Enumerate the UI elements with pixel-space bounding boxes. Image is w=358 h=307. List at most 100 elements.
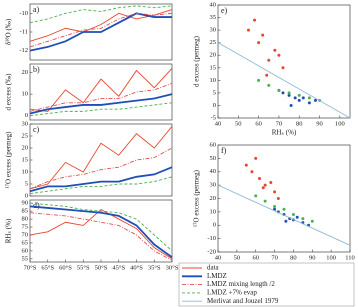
series-line xyxy=(217,42,351,119)
series-line xyxy=(29,202,173,252)
y-tick-label: 0 xyxy=(213,222,216,229)
data-point xyxy=(281,66,285,70)
data-point xyxy=(257,78,261,82)
y-tick-label: 50 xyxy=(210,155,217,162)
x-tick-label: 100 xyxy=(326,254,336,261)
y-tick-label: 10 xyxy=(210,208,217,215)
y-tick-label: 70 xyxy=(22,231,29,238)
legend-box xyxy=(178,262,355,307)
legend-label: Merlivat and Jouzel 1979 xyxy=(207,297,279,305)
x-tick-label: 65°S xyxy=(41,264,54,271)
y-tick-label: 60 xyxy=(210,141,217,148)
y-tick-label: -20 xyxy=(207,248,216,255)
series-line xyxy=(217,184,351,246)
y-tick-label: 20 xyxy=(22,69,29,76)
panel-label: f) xyxy=(221,146,227,155)
y-axis-label: d excess (permeg) xyxy=(193,35,201,87)
y-tick-label: 85 xyxy=(22,208,29,215)
data-point xyxy=(307,96,311,100)
series-line xyxy=(29,12,173,48)
data-point xyxy=(257,176,261,180)
data-point xyxy=(261,33,265,37)
panel-label: c) xyxy=(33,125,40,134)
series-line xyxy=(29,68,173,112)
data-point xyxy=(273,207,277,211)
series-line xyxy=(29,5,173,24)
y-tick-label: -10 xyxy=(19,10,28,17)
y-tick-label: 10 xyxy=(210,77,217,84)
series-line xyxy=(29,102,173,117)
x-tick-label: 70 xyxy=(276,120,283,127)
panel-label: d) xyxy=(33,201,40,210)
y-tick-label: 75 xyxy=(22,224,29,231)
y-tick-label: -12 xyxy=(19,47,28,54)
x-tick-label: 60°S xyxy=(59,264,72,271)
legend-label: LMDZ mixing length /2 xyxy=(207,280,275,288)
x-tick-label: 30°S xyxy=(166,264,179,271)
series-line xyxy=(29,166,173,193)
y-tick-label: 20 xyxy=(210,195,217,202)
y-tick-label: 35 xyxy=(210,14,217,21)
data-point xyxy=(291,213,295,217)
y-tick-label: 0 xyxy=(25,112,28,119)
data-point xyxy=(301,217,305,221)
panel-label: b) xyxy=(33,65,40,74)
x-axis-label: RHₛ (%) xyxy=(272,129,297,137)
y-tick-label: 15 xyxy=(22,156,29,163)
y-tick-label: 10 xyxy=(22,91,29,98)
series-line xyxy=(29,9,173,42)
series-line xyxy=(29,208,173,260)
series-line xyxy=(29,12,172,52)
y-tick-label: 30 xyxy=(210,27,217,34)
y-tick-label: 25 xyxy=(210,39,217,46)
x-tick-label: 80 xyxy=(290,254,297,261)
y-tick-label: 55 xyxy=(22,255,29,262)
data-point xyxy=(267,58,271,62)
x-tick-label: 100 xyxy=(335,120,345,127)
data-point xyxy=(244,163,248,167)
data-point xyxy=(277,88,281,92)
data-point xyxy=(282,207,286,211)
x-tick-label: 90 xyxy=(316,120,323,127)
data-point xyxy=(287,91,291,95)
series-line xyxy=(29,212,173,261)
data-point xyxy=(281,91,285,95)
data-point xyxy=(257,41,261,45)
y-tick-label: 5 xyxy=(25,180,28,187)
panel-frame xyxy=(29,123,173,197)
data-point xyxy=(277,53,281,57)
x-tick-label: 50°S xyxy=(95,264,108,271)
data-point xyxy=(273,190,277,194)
data-point xyxy=(267,83,271,87)
y-tick-label: 30 xyxy=(210,182,217,189)
data-point xyxy=(250,170,254,174)
x-tick-label: 50 xyxy=(235,120,242,127)
data-point xyxy=(254,156,258,160)
series-line xyxy=(29,205,173,258)
x-tick-label: 70°S xyxy=(24,264,37,271)
x-tick-label: 60 xyxy=(252,254,259,261)
x-tick-label: 50 xyxy=(234,254,241,261)
x-tick-label: 60 xyxy=(255,120,262,127)
x-tick-label: 70 xyxy=(271,254,278,261)
y-tick-label: -11 xyxy=(20,28,28,35)
y-tick-label: 5 xyxy=(213,89,216,96)
y-tick-label: 30 xyxy=(22,120,29,127)
x-tick-label: 90 xyxy=(309,254,316,261)
y-tick-label: 0 xyxy=(213,102,216,109)
x-tick-label: 55°S xyxy=(77,264,90,271)
x-tick-label: 40 xyxy=(215,254,222,261)
data-point xyxy=(310,219,314,223)
y-axis-label: δ¹⁸O (‰) xyxy=(5,18,13,45)
legend-label: LMDZ xyxy=(207,272,227,280)
panel-label: a) xyxy=(33,5,40,14)
data-point xyxy=(295,215,299,219)
y-axis-label: RHₛ (%) xyxy=(5,218,13,243)
data-point xyxy=(287,93,291,97)
data-point xyxy=(246,28,250,32)
data-point xyxy=(263,199,267,203)
y-tick-label: 20 xyxy=(210,52,217,59)
series-line xyxy=(29,126,173,190)
panel-frame xyxy=(217,4,351,119)
